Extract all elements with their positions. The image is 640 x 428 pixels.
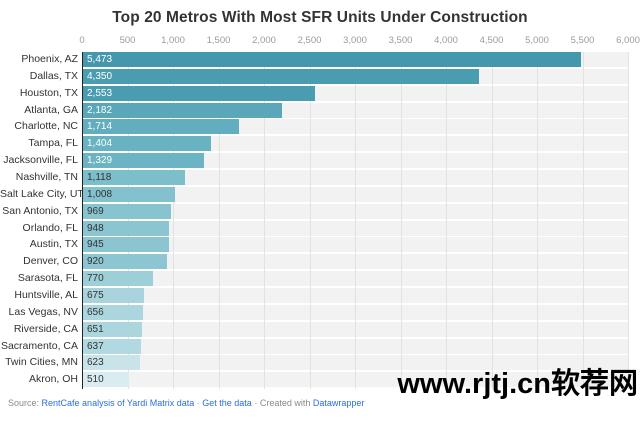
metro-label: Atlanta, GA <box>24 103 78 116</box>
axis-tick-label: 2,000 <box>252 35 276 46</box>
metro-label: Twin Cities, MN <box>5 356 78 369</box>
gridline <box>491 52 493 389</box>
chart-title: Top 20 Metros With Most SFR Units Under … <box>112 9 528 26</box>
bar-value-label: 770 <box>87 273 104 285</box>
separator: · <box>251 398 260 408</box>
zero-baseline <box>82 52 83 389</box>
metro-label: Austin, TX <box>29 238 78 251</box>
metro-label: Las Vegas, NV <box>8 305 78 318</box>
bar-value-label: 948 <box>87 222 104 234</box>
bar-value-label: 2,553 <box>87 87 113 99</box>
axis-tick-label: 0 <box>79 35 85 46</box>
x-axis: 0 500 1,000 1,500 2,000 2,500 3,000 3,500 4,000 4… <box>0 35 640 47</box>
datawrapper-link[interactable]: Datawrapper <box>312 398 365 408</box>
bar-value-label: 675 <box>87 289 104 301</box>
axis-tick-label: 1,000 <box>161 35 185 46</box>
metro-label: Sarasota, FL <box>17 272 78 285</box>
bar-value-label: 1,329 <box>87 155 113 167</box>
metro-label: Tampa, FL <box>28 137 78 150</box>
bar-value-label: 656 <box>87 306 104 318</box>
bar-charlotte-nc: 1,714 <box>83 119 239 135</box>
get-the-data-link[interactable]: Get the data <box>202 398 252 408</box>
bar-phoenix-az: 5,473 <box>83 52 582 67</box>
axis-tick-label: 4,500 <box>479 35 504 46</box>
metro-label: San Antonio, TX <box>2 204 78 217</box>
metro-label: Riverside, CA <box>13 322 78 335</box>
source-line: Source: RentCafe analysis of Yardi Matri… <box>8 398 364 408</box>
bar-value-label: 510 <box>87 374 104 386</box>
bar-sarasota-fl: 770 <box>83 271 154 287</box>
separator: · <box>194 398 203 408</box>
axis-tick-label: 3,000 <box>343 35 367 46</box>
bar-atlanta-ga: 2,182 <box>83 102 282 118</box>
bar-austin-tx: 945 <box>83 237 169 253</box>
bar-riverside-ca: 651 <box>83 321 143 337</box>
plot-area: 5,473 4,350 2,553 2,182 1,714 1,404 1,329 1,118… <box>82 52 629 389</box>
metro-label: Phoenix, AZ <box>21 53 78 65</box>
metro-label: Orlando, FL <box>22 221 78 234</box>
gridline <box>309 52 311 389</box>
metro-label: Huntsville, AL <box>14 288 78 301</box>
source-link[interactable]: RentCafe analysis of Yardi Matrix data <box>41 398 195 408</box>
bar-las-vegas-nv: 656 <box>83 304 143 320</box>
bar-nashville-tn: 1,118 <box>83 170 185 185</box>
axis-tick-label: 2,500 <box>297 35 322 46</box>
gridline <box>400 52 402 389</box>
metro-labels: Phoenix, AZ Dallas, TX Houston, TX Atlanta,… <box>0 52 84 389</box>
axis-tick-label: 4,000 <box>434 35 458 46</box>
watermark-text: www.rjtj.cn软荐网 <box>397 368 638 400</box>
bar-value-label: 651 <box>87 323 104 335</box>
bar-twin-cities-mn: 623 <box>83 355 140 371</box>
gridline <box>218 52 220 389</box>
bar-value-label: 5,473 <box>87 54 113 65</box>
bar-tampa-fl: 1,404 <box>83 136 211 152</box>
axis-tick-label: 5,500 <box>570 35 595 46</box>
gridline <box>446 52 447 389</box>
bar-value-label: 623 <box>87 357 104 369</box>
bar-sacramento-ca: 637 <box>83 338 141 354</box>
axis-tick-label: 3,500 <box>388 35 413 46</box>
bar-denver-co: 920 <box>83 254 167 270</box>
bar-value-label: 1,118 <box>87 172 112 183</box>
gridline <box>537 52 538 389</box>
axis-tick-label: 5,000 <box>525 35 549 46</box>
bar-san-antonio-tx: 969 <box>83 203 172 219</box>
gridline <box>264 52 265 389</box>
bar-value-label: 969 <box>87 205 104 217</box>
bar-salt-lake-city-ut: 1,008 <box>83 186 175 202</box>
bar-value-label: 637 <box>87 340 104 352</box>
bar-value-label: 2,182 <box>87 104 113 116</box>
bar-value-label: 4,350 <box>87 70 113 82</box>
metro-label: Charlotte, NC <box>14 120 78 133</box>
bar-akron-oh: 510 <box>83 372 130 388</box>
bar-value-label: 1,714 <box>87 121 113 133</box>
gridline <box>173 52 174 389</box>
metro-label: Sacramento, CA <box>0 339 78 352</box>
bar-value-label: 945 <box>87 239 104 251</box>
metro-label: Denver, CO <box>23 255 78 268</box>
axis-tick-label: 6,000 <box>616 35 640 46</box>
source-prefix: Source: <box>8 398 42 408</box>
bar-value-label: 920 <box>87 256 104 268</box>
gridline <box>582 52 584 389</box>
bar-value-label: 1,008 <box>87 188 113 200</box>
bar-huntsville-al: 675 <box>83 287 145 303</box>
bar-value-label: 1,404 <box>87 138 113 150</box>
metro-label: Houston, TX <box>19 86 78 99</box>
gridline <box>355 52 356 389</box>
bar-houston-tx: 2,553 <box>83 85 316 101</box>
bar-dallas-tx: 4,350 <box>83 68 479 84</box>
axis-tick-label: 500 <box>119 35 136 46</box>
axis-tick-label: 1,500 <box>206 35 231 46</box>
metro-label: Nashville, TN <box>15 171 78 183</box>
metro-label: Salt Lake City, UT <box>0 187 84 200</box>
metro-label: Dallas, TX <box>29 69 78 82</box>
metro-label: Jacksonville, FL <box>3 154 78 167</box>
bar-orlando-fl: 948 <box>83 220 170 236</box>
gridline <box>628 52 629 389</box>
created-with-text: Created with <box>259 398 313 408</box>
bar-jacksonville-fl: 1,329 <box>83 153 204 169</box>
metro-label: Akron, OH <box>28 373 78 386</box>
